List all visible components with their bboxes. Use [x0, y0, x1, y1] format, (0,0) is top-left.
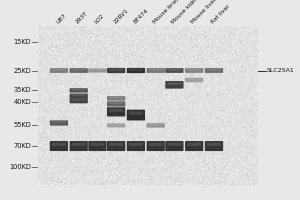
- FancyBboxPatch shape: [147, 123, 165, 128]
- FancyBboxPatch shape: [207, 69, 221, 71]
- FancyBboxPatch shape: [165, 81, 184, 89]
- FancyBboxPatch shape: [109, 102, 123, 104]
- Text: 35KD: 35KD: [14, 87, 31, 93]
- FancyBboxPatch shape: [149, 69, 163, 71]
- Text: LO2: LO2: [94, 13, 105, 25]
- FancyBboxPatch shape: [70, 88, 88, 93]
- FancyBboxPatch shape: [149, 124, 163, 126]
- FancyBboxPatch shape: [109, 109, 123, 112]
- FancyBboxPatch shape: [88, 68, 106, 73]
- FancyBboxPatch shape: [185, 78, 203, 82]
- Text: 25KD: 25KD: [14, 68, 31, 74]
- FancyBboxPatch shape: [187, 69, 201, 71]
- FancyBboxPatch shape: [129, 111, 143, 115]
- FancyBboxPatch shape: [52, 143, 66, 146]
- FancyBboxPatch shape: [72, 94, 86, 96]
- FancyBboxPatch shape: [185, 68, 203, 73]
- FancyBboxPatch shape: [129, 143, 143, 146]
- FancyBboxPatch shape: [52, 121, 66, 123]
- FancyBboxPatch shape: [207, 143, 221, 146]
- Text: Rat liver: Rat liver: [211, 4, 231, 25]
- FancyBboxPatch shape: [147, 141, 165, 151]
- Text: Mouse kidney: Mouse kidney: [171, 0, 203, 25]
- FancyBboxPatch shape: [107, 141, 125, 151]
- FancyBboxPatch shape: [205, 141, 223, 151]
- FancyBboxPatch shape: [109, 69, 123, 71]
- FancyBboxPatch shape: [107, 123, 125, 127]
- FancyBboxPatch shape: [90, 69, 104, 71]
- FancyBboxPatch shape: [70, 98, 88, 103]
- FancyBboxPatch shape: [109, 143, 123, 146]
- FancyBboxPatch shape: [88, 141, 106, 151]
- Text: 100KD: 100KD: [9, 164, 31, 170]
- FancyBboxPatch shape: [72, 143, 86, 146]
- FancyBboxPatch shape: [70, 68, 88, 73]
- FancyBboxPatch shape: [107, 68, 125, 73]
- Text: Mouse brain: Mouse brain: [152, 0, 181, 25]
- FancyBboxPatch shape: [107, 107, 125, 116]
- Text: 70KD: 70KD: [14, 143, 31, 149]
- FancyBboxPatch shape: [107, 96, 125, 101]
- Text: 40KD: 40KD: [14, 99, 31, 105]
- FancyBboxPatch shape: [149, 143, 163, 146]
- FancyBboxPatch shape: [70, 141, 88, 151]
- FancyBboxPatch shape: [129, 69, 143, 71]
- FancyBboxPatch shape: [167, 143, 182, 146]
- FancyBboxPatch shape: [50, 68, 68, 73]
- Text: U87: U87: [56, 13, 67, 25]
- Text: 15KD: 15KD: [14, 39, 31, 45]
- FancyBboxPatch shape: [167, 82, 182, 85]
- FancyBboxPatch shape: [165, 141, 184, 151]
- FancyBboxPatch shape: [72, 99, 86, 101]
- FancyBboxPatch shape: [185, 141, 203, 151]
- FancyBboxPatch shape: [127, 110, 145, 120]
- Text: SLC25A1: SLC25A1: [266, 68, 294, 73]
- Text: BT474: BT474: [132, 8, 149, 25]
- FancyBboxPatch shape: [107, 101, 125, 107]
- FancyBboxPatch shape: [187, 79, 201, 80]
- FancyBboxPatch shape: [127, 68, 145, 73]
- FancyBboxPatch shape: [50, 141, 68, 151]
- FancyBboxPatch shape: [205, 68, 223, 73]
- FancyBboxPatch shape: [72, 69, 86, 71]
- FancyBboxPatch shape: [187, 143, 201, 146]
- Text: 22RV1: 22RV1: [112, 8, 129, 25]
- FancyBboxPatch shape: [147, 68, 165, 73]
- FancyBboxPatch shape: [167, 69, 182, 71]
- FancyBboxPatch shape: [70, 94, 88, 98]
- FancyBboxPatch shape: [50, 120, 68, 126]
- FancyBboxPatch shape: [90, 143, 104, 146]
- FancyBboxPatch shape: [72, 89, 86, 91]
- Text: Mouse liver: Mouse liver: [191, 0, 218, 25]
- FancyBboxPatch shape: [109, 124, 123, 126]
- FancyBboxPatch shape: [109, 97, 123, 99]
- Text: 55KD: 55KD: [14, 122, 31, 128]
- Text: 293T: 293T: [75, 11, 89, 25]
- FancyBboxPatch shape: [127, 141, 145, 151]
- FancyBboxPatch shape: [52, 69, 66, 71]
- FancyBboxPatch shape: [165, 68, 184, 73]
